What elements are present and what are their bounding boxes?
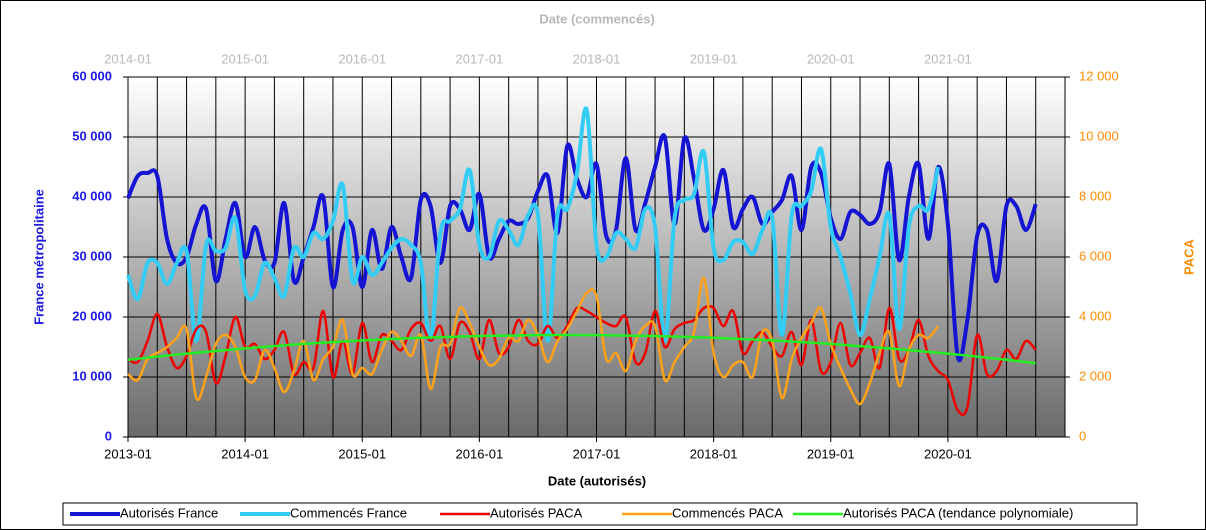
- legend-label: Autorisés PACA (tendance polynomiale): [843, 505, 1073, 520]
- y2-axis-title: PACA: [1181, 238, 1196, 274]
- y2-tick-label: 12 000: [1079, 68, 1119, 83]
- y-tick-label: 40 000: [72, 188, 112, 203]
- series-line: [127, 304, 1037, 417]
- series-line: [126, 133, 1038, 363]
- y-tick-label: 20 000: [72, 308, 112, 323]
- x-axis-title: Date (autorisés): [548, 473, 646, 488]
- x2-tick-label: 2021-01: [924, 51, 972, 66]
- x-tick-label: 2018-01: [690, 446, 738, 461]
- x-tick-label: 2020-01: [924, 446, 972, 461]
- x-tick-label: 2014-01: [221, 446, 269, 461]
- legend-label: Commencés France: [290, 505, 407, 520]
- y-tick-label: 50 000: [72, 128, 112, 143]
- y2-tick-label: 6 000: [1079, 248, 1112, 263]
- x2-tick-label: 2020-01: [807, 51, 855, 66]
- legend-label: Commencés PACA: [672, 505, 783, 520]
- x-tick-label: 2016-01: [456, 446, 504, 461]
- y2-tick-label: 8 000: [1079, 188, 1112, 203]
- y2-tick-label: 10 000: [1079, 128, 1119, 143]
- x-tick-label: 2015-01: [338, 446, 386, 461]
- series-line: [127, 276, 940, 406]
- y-tick-label: 0: [105, 428, 112, 443]
- series-line: [126, 106, 941, 344]
- x2-tick-label: 2018-01: [573, 51, 621, 66]
- x2-tick-label: 2017-01: [456, 51, 504, 66]
- legend-label: Autorisés PACA: [490, 505, 583, 520]
- x-tick-label: 2017-01: [573, 446, 621, 461]
- y-tick-label: 30 000: [72, 248, 112, 263]
- y2-tick-label: 0: [1079, 428, 1086, 443]
- y-tick-label: 60 000: [72, 68, 112, 83]
- y-tick-label: 10 000: [72, 368, 112, 383]
- series-line: [127, 333, 1036, 365]
- y2-tick-label: 4 000: [1079, 308, 1112, 323]
- x-tick-label: 2013-01: [104, 446, 152, 461]
- y-axis-title: France métropolitaine: [31, 189, 46, 325]
- legend-label: Autorisés France: [120, 505, 218, 520]
- x2-tick-label: 2019-01: [690, 51, 738, 66]
- x2-axis-title: Date (commencés): [539, 11, 655, 26]
- y2-tick-label: 2 000: [1079, 368, 1112, 383]
- x-tick-label: 2019-01: [807, 446, 855, 461]
- legend: [62, 502, 1138, 526]
- x2-tick-label: 2014-01: [104, 51, 152, 66]
- x2-tick-label: 2016-01: [338, 51, 386, 66]
- x2-tick-label: 2015-01: [221, 51, 269, 66]
